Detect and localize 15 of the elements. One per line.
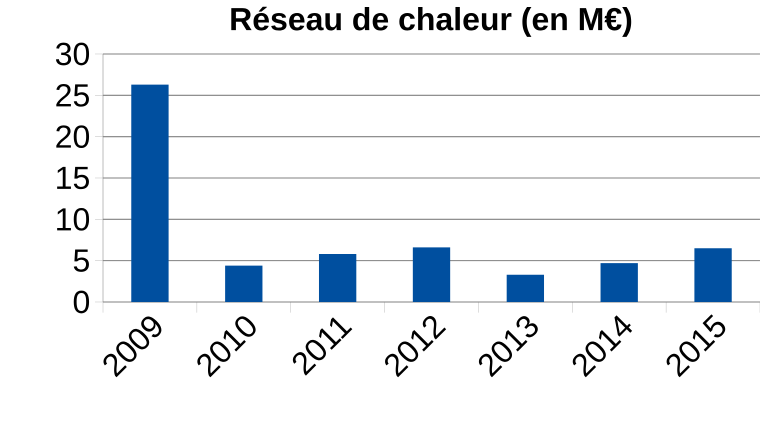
bar xyxy=(600,263,638,302)
y-tick-label: 5 xyxy=(74,249,89,272)
y-tick-label: 10 xyxy=(57,208,90,231)
chart-title: Réseau de chaleur (en M€) xyxy=(231,6,632,37)
bar xyxy=(318,254,356,302)
y-tick-label: 0 xyxy=(74,290,90,314)
bar xyxy=(225,266,262,302)
y-tick-label: 20 xyxy=(56,125,90,148)
bar xyxy=(131,84,169,302)
y-tick-label: 25 xyxy=(56,84,89,107)
bar xyxy=(694,248,732,302)
y-tick-label: 15 xyxy=(57,166,89,190)
y-tick-label: 30 xyxy=(56,42,90,66)
bar xyxy=(506,274,544,302)
bar xyxy=(412,247,450,302)
